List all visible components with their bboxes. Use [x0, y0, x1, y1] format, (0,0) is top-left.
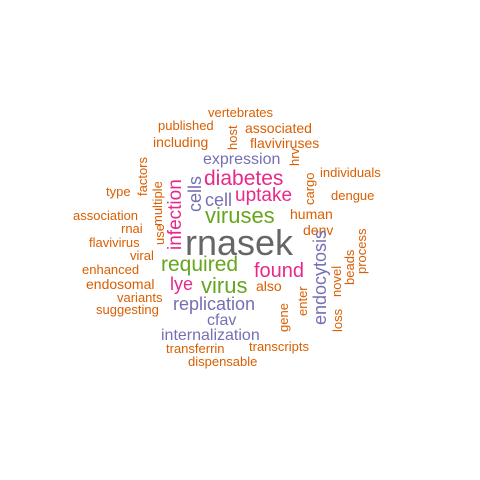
- word-cfav: cfav: [207, 312, 237, 329]
- word-loss: loss: [330, 308, 345, 332]
- word-type: type: [106, 184, 131, 199]
- word-diabetes: diabetes: [204, 167, 284, 190]
- word-host: host: [225, 125, 240, 150]
- word-cargo: cargo: [302, 172, 317, 205]
- word-hrv: hrv: [287, 147, 302, 166]
- word-required: required: [161, 253, 239, 276]
- word-including: including: [153, 134, 209, 150]
- word-also: also: [256, 278, 282, 294]
- word-associated: associated: [245, 120, 312, 136]
- word-virus: virus: [201, 273, 248, 298]
- word-cell: cell: [205, 190, 233, 210]
- word-suggesting: suggesting: [96, 302, 159, 317]
- word-denv: denv: [303, 222, 334, 238]
- word-rnai: rnai: [121, 221, 143, 236]
- word-endosomal: endosomal: [86, 276, 155, 292]
- word-replication: replication: [173, 294, 256, 314]
- word-dengue: dengue: [331, 188, 375, 203]
- word-infection: infection: [165, 179, 186, 250]
- word-expression: expression: [203, 151, 281, 168]
- word-novel: novel: [329, 265, 344, 297]
- word-dispensable: dispensable: [188, 354, 258, 369]
- word-uptake: uptake: [235, 185, 293, 206]
- word-factors: factors: [135, 156, 150, 196]
- word-endocytosis: endocytosis: [310, 229, 330, 325]
- word-vertebrates: vertebrates: [208, 105, 274, 120]
- word-enhanced: enhanced: [82, 262, 140, 277]
- word-transcripts: transcripts: [249, 339, 309, 354]
- word-individuals: individuals: [320, 165, 381, 180]
- word-lye: lye: [170, 274, 194, 294]
- word-internalization: internalization: [161, 327, 260, 344]
- word-multiple: multiple: [150, 181, 165, 226]
- word-gene: gene: [276, 303, 291, 332]
- word-found: found: [254, 260, 305, 282]
- word-viral: viral: [130, 248, 154, 263]
- word-variants: variants: [117, 290, 163, 305]
- word-use: use: [152, 224, 167, 245]
- word-cells: cells: [185, 175, 205, 212]
- word-viruses: viruses: [205, 203, 275, 228]
- word-beads: beads: [342, 249, 357, 285]
- word-rnasek: rnasek: [185, 222, 294, 263]
- word-enter: enter: [295, 286, 310, 316]
- word-human: human: [290, 206, 333, 222]
- word-association: association: [73, 208, 139, 223]
- word-flavivirus: flavivirus: [89, 235, 140, 250]
- word-transferrin: transferrin: [166, 341, 225, 356]
- word-flaviviruses: flaviviruses: [250, 135, 320, 151]
- word-published: published: [158, 118, 214, 133]
